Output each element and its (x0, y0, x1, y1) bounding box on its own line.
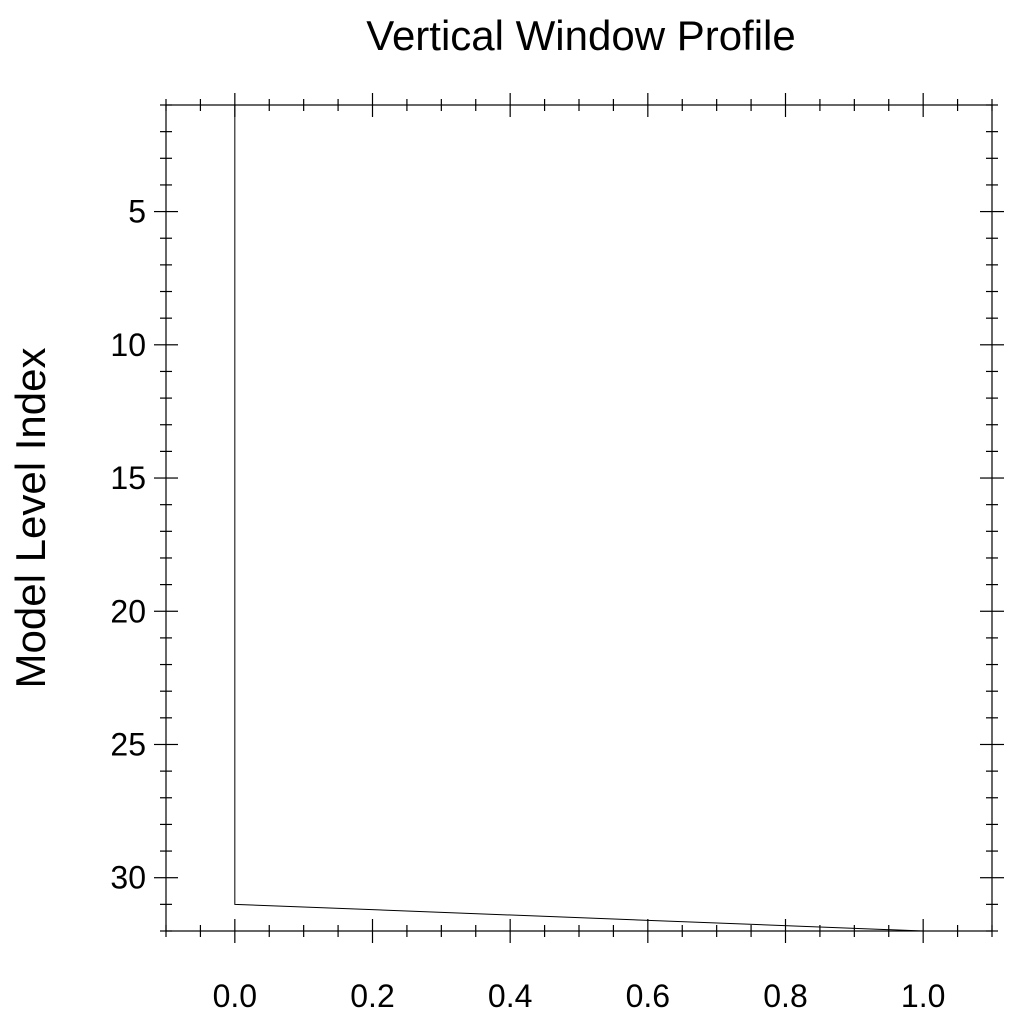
y-tick-label: 5 (128, 194, 146, 230)
y-tick-label: 20 (110, 593, 146, 629)
x-tick-label: 1.0 (901, 978, 945, 1014)
tick-group (154, 93, 1004, 943)
x-tick-label: 0.4 (488, 978, 532, 1014)
x-tick-label: 0.6 (626, 978, 670, 1014)
tick-label-group: 0.0 0.2 0.4 0.6 0.8 1.0 5 10 15 20 25 30 (110, 194, 945, 1014)
y-tick-label: 30 (110, 860, 146, 896)
y-axis-label: Model Level Index (7, 348, 54, 689)
y-tick-label: 25 (110, 726, 146, 762)
y-tick-label: 10 (110, 327, 146, 363)
x-tick-label: 0.0 (213, 978, 257, 1014)
series-group (234, 105, 924, 932)
x-tick-label: 0.2 (350, 978, 394, 1014)
plot-frame (165, 104, 993, 932)
x-tick-label: 0.8 (763, 978, 807, 1014)
series-line-0 (234, 105, 924, 932)
chart-title: Vertical Window Profile (366, 12, 796, 59)
y-tick-label: 15 (110, 460, 146, 496)
